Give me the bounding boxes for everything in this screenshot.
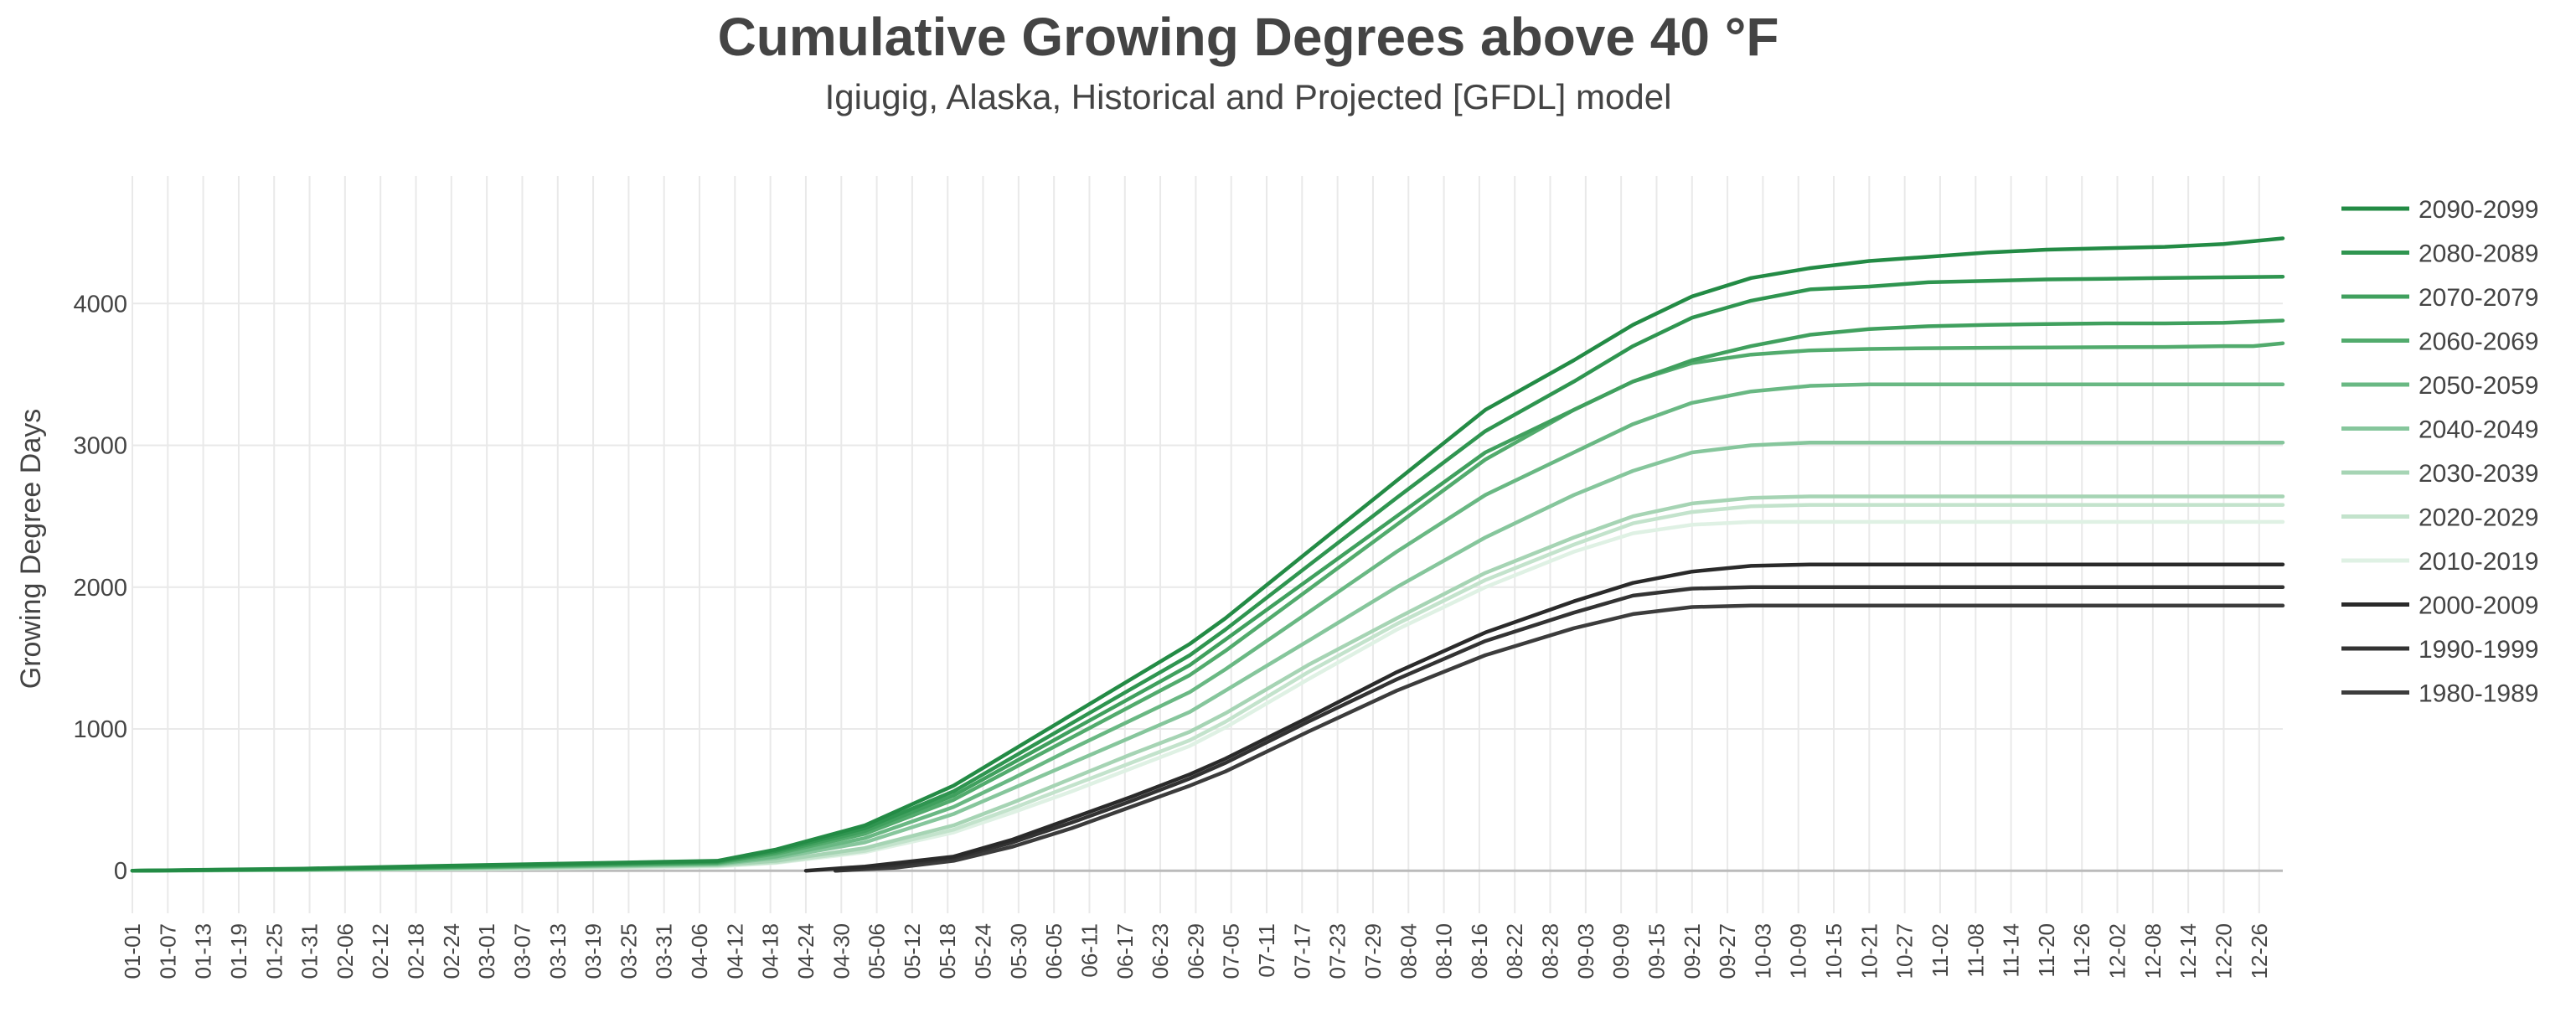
x-tick-label: 01-19 bbox=[226, 923, 251, 979]
series-lines bbox=[130, 236, 2285, 873]
x-tick-label: 01-13 bbox=[191, 923, 216, 979]
legend-label[interactable]: 2070-2079 bbox=[2419, 284, 2538, 312]
y-tick-labels: 0 1000 2000 3000 4000 bbox=[73, 291, 127, 885]
x-tick-label: 06-17 bbox=[1112, 923, 1138, 979]
x-tick-label: 10-09 bbox=[1786, 923, 1811, 979]
x-tick-label: 06-05 bbox=[1041, 923, 1066, 979]
legend-label[interactable]: 2050-2059 bbox=[2419, 372, 2538, 400]
series-line-2030-2039[interactable] bbox=[130, 494, 2285, 873]
x-tick-label: 02-06 bbox=[333, 923, 358, 979]
y-tick-label: 1000 bbox=[73, 716, 127, 743]
x-tick-label: 10-21 bbox=[1856, 923, 1882, 979]
x-tick-label: 01-01 bbox=[120, 923, 145, 979]
legend-label[interactable]: 2020-2029 bbox=[2419, 504, 2538, 532]
series-line-2020-2029[interactable] bbox=[130, 503, 2285, 873]
x-tick-label: 09-03 bbox=[1573, 923, 1598, 979]
x-tick-label: 11-20 bbox=[2034, 923, 2059, 978]
chart-title: Cumulative Growing Degrees above 40 °F bbox=[718, 7, 1779, 67]
x-tick-label: 05-12 bbox=[900, 923, 925, 979]
legend-label[interactable]: 1980-1989 bbox=[2419, 680, 2538, 708]
x-tick-label: 12-08 bbox=[2140, 923, 2166, 979]
x-tick-label: 07-17 bbox=[1289, 923, 1314, 979]
x-tick-label: 06-29 bbox=[1183, 923, 1208, 979]
x-tick-label: 02-18 bbox=[404, 923, 429, 979]
x-tick-label: 04-12 bbox=[722, 923, 747, 979]
x-tick-label: 07-23 bbox=[1325, 923, 1350, 979]
x-tick-label: 03-01 bbox=[474, 923, 499, 979]
series-line-1980-1989[interactable] bbox=[833, 603, 2285, 873]
series-line-2070-2079[interactable] bbox=[130, 318, 2285, 873]
x-tick-label: 12-20 bbox=[2211, 923, 2236, 979]
chart-subtitle: Igiugig, Alaska, Historical and Projecte… bbox=[825, 77, 1672, 116]
legend-label[interactable]: 2080-2089 bbox=[2419, 240, 2538, 268]
series-line-2050-2059[interactable] bbox=[130, 382, 2285, 873]
legend-label[interactable]: 2040-2049 bbox=[2419, 416, 2538, 444]
series-line-2090-2099[interactable] bbox=[130, 236, 2285, 873]
x-tick-label: 12-14 bbox=[2176, 923, 2201, 979]
x-tick-label: 03-13 bbox=[545, 923, 570, 979]
x-tick-label: 09-27 bbox=[1715, 923, 1740, 979]
y-tick-label: 4000 bbox=[73, 291, 127, 318]
series-line-2060-2069[interactable] bbox=[130, 341, 2285, 873]
x-tick-label: 01-25 bbox=[261, 923, 287, 979]
series-line-2010-2019[interactable] bbox=[130, 519, 2285, 873]
x-tick-label: 04-24 bbox=[793, 923, 818, 979]
legend-label[interactable]: 2000-2009 bbox=[2419, 592, 2538, 620]
x-tick-label: 10-27 bbox=[1892, 923, 1918, 979]
grid bbox=[132, 176, 2283, 913]
y-tick-label: 3000 bbox=[73, 433, 127, 460]
x-tick-label: 09-09 bbox=[1608, 923, 1634, 979]
x-tick-label: 05-30 bbox=[1006, 923, 1031, 979]
x-tick-label: 08-10 bbox=[1432, 923, 1457, 979]
legend-label[interactable]: 2060-2069 bbox=[2419, 328, 2538, 356]
x-tick-label: 11-14 bbox=[1999, 923, 2024, 978]
x-tick-labels: 01-01 01-07 01-13 01-19 01-25 01-31 02-06 02-12… bbox=[120, 923, 2272, 979]
y-axis-label: Growing Degree Days bbox=[15, 409, 47, 689]
x-tick-label: 04-06 bbox=[687, 923, 712, 979]
y-tick-label: 0 bbox=[114, 858, 127, 885]
x-tick-label: 01-31 bbox=[297, 923, 323, 979]
x-tick-label: 08-16 bbox=[1467, 923, 1492, 979]
x-tick-label: 07-11 bbox=[1254, 923, 1279, 978]
x-tick-label: 05-24 bbox=[971, 923, 996, 979]
x-tick-label: 11-26 bbox=[2069, 923, 2094, 978]
legend-label[interactable]: 2090-2099 bbox=[2419, 196, 2538, 224]
x-tick-label: 04-30 bbox=[829, 923, 854, 979]
series-line-2000-2009[interactable] bbox=[803, 562, 2285, 873]
x-tick-label: 03-19 bbox=[581, 923, 606, 979]
x-tick-label: 08-04 bbox=[1396, 923, 1421, 979]
x-tick-label: 10-03 bbox=[1750, 923, 1775, 979]
x-tick-label: 12-02 bbox=[2105, 923, 2130, 979]
x-tick-label: 04-18 bbox=[758, 923, 783, 979]
x-tick-label: 02-24 bbox=[439, 923, 464, 979]
x-tick-label: 06-23 bbox=[1148, 923, 1173, 979]
legend-label[interactable]: 2010-2019 bbox=[2419, 548, 2538, 576]
x-tick-label: 05-18 bbox=[935, 923, 960, 979]
x-tick-label: 09-15 bbox=[1644, 923, 1669, 979]
series-line-1990-1999[interactable] bbox=[833, 585, 2285, 873]
x-tick-label: 06-11 bbox=[1076, 923, 1102, 978]
x-tick-label: 03-07 bbox=[509, 923, 534, 979]
legend-label[interactable]: 2030-2039 bbox=[2419, 460, 2538, 488]
series-line-2040-2049[interactable] bbox=[130, 440, 2285, 873]
x-tick-label: 11-02 bbox=[1928, 923, 1953, 978]
y-tick-label: 2000 bbox=[73, 575, 127, 602]
x-tick-label: 07-29 bbox=[1360, 923, 1386, 979]
x-tick-label: 02-12 bbox=[368, 923, 393, 979]
x-tick-label: 08-22 bbox=[1502, 923, 1527, 979]
x-tick-label: 12-26 bbox=[2247, 923, 2272, 979]
legend-label[interactable]: 1990-1999 bbox=[2419, 636, 2538, 664]
x-tick-label: 03-25 bbox=[616, 923, 641, 979]
x-tick-label: 08-28 bbox=[1538, 923, 1563, 979]
x-tick-label: 11-08 bbox=[1963, 923, 1988, 978]
x-tick-label: 10-15 bbox=[1821, 923, 1846, 979]
series-line-2080-2089[interactable] bbox=[130, 274, 2285, 873]
x-tick-label: 09-21 bbox=[1680, 923, 1705, 979]
legend: 2090-2099 2080-2089 2070-2079 2060-2069 2050… bbox=[2341, 196, 2538, 708]
x-tick-label: 01-07 bbox=[155, 923, 180, 979]
x-tick-label: 07-05 bbox=[1219, 923, 1244, 979]
x-tick-label: 05-06 bbox=[865, 923, 890, 979]
x-tick-label: 03-31 bbox=[652, 923, 677, 979]
